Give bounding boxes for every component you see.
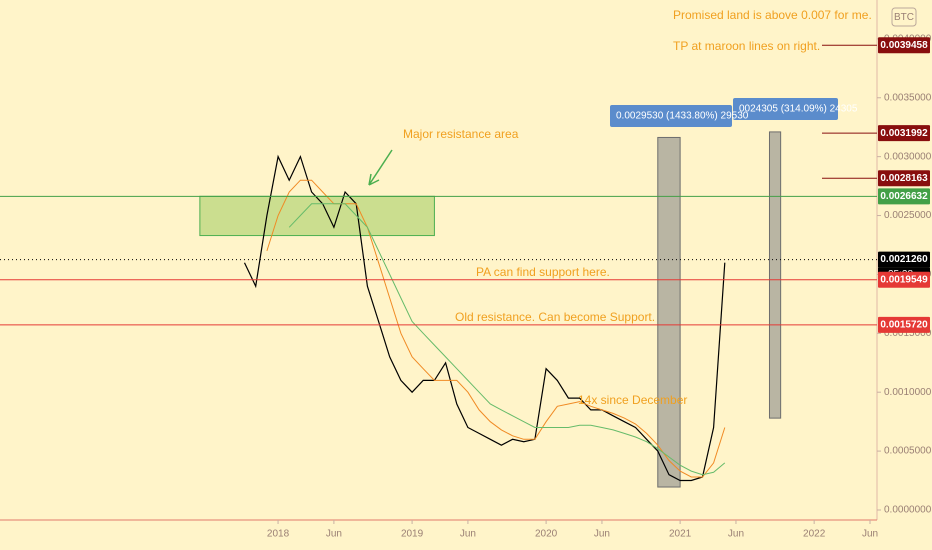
symbol: BTC: [894, 12, 914, 23]
y-tick-label: 0.0010000: [884, 387, 932, 398]
price-label-box: [878, 125, 930, 142]
x-tick-label: Jun: [594, 529, 610, 540]
annotation: Promised land is above 0.007 for me.: [673, 8, 872, 22]
price-label-box: [878, 271, 930, 288]
measure-label-box: [733, 98, 838, 120]
x-tick-label: 2021: [669, 529, 692, 540]
y-tick-label: 0.0015000: [884, 328, 932, 339]
x-tick-label: 2020: [535, 529, 558, 540]
price-label: 0.0028163: [880, 173, 928, 184]
measure-label-box: [610, 105, 732, 127]
annotation-arrow: [368, 149, 393, 186]
price-label: 0.0039458: [880, 40, 928, 51]
price-label-box: [878, 316, 930, 333]
price-label: 0.0015720: [880, 319, 928, 330]
price-label-box: [878, 170, 930, 187]
annotation: Old resistance. Can become Support.: [455, 310, 655, 324]
resistance-zone: [199, 195, 435, 237]
x-tick-label: 2018: [267, 529, 290, 540]
symbol-badge[interactable]: [891, 7, 917, 27]
x-tick-label: Jun: [862, 529, 878, 540]
annotation: Major resistance area: [403, 127, 519, 141]
price-label: 0.0019549: [880, 274, 928, 285]
measure-range: [768, 131, 782, 419]
measure-range: [657, 136, 681, 488]
x-tick-label: Jun: [326, 529, 342, 540]
annotation: PA can find support here.: [476, 265, 610, 279]
x-tick-label: Jun: [728, 529, 744, 540]
x-tick-label: 2019: [401, 529, 424, 540]
price-label: 0.0031992: [880, 128, 928, 139]
price-label-box: [878, 37, 930, 54]
price-label-box: [878, 188, 930, 205]
x-tick-label: Jun: [460, 529, 476, 540]
y-tick-label: 0.0025000: [884, 210, 932, 221]
y-tick-label: 0.0005000: [884, 446, 932, 457]
annotation: 14x since December: [578, 393, 687, 407]
price-line: [243, 154, 726, 482]
measure-label: 0024305 (314.09%) 24305: [739, 104, 858, 115]
y-tick-label: 0.0030000: [884, 151, 932, 162]
price-label: 0.0026632: [880, 191, 928, 202]
y-tick-label: 0.0000000: [884, 505, 932, 516]
y-tick-label: 0.0035000: [884, 92, 932, 103]
x-tick-label: 2022: [803, 529, 826, 540]
measure-label: 0.0029530 (1433.80%) 29530: [616, 111, 749, 122]
moving-average: [288, 203, 726, 476]
price-label-box: [878, 251, 930, 268]
annotation: TP at maroon lines on right.: [673, 39, 820, 53]
price-label: 0.0021260: [880, 254, 928, 265]
